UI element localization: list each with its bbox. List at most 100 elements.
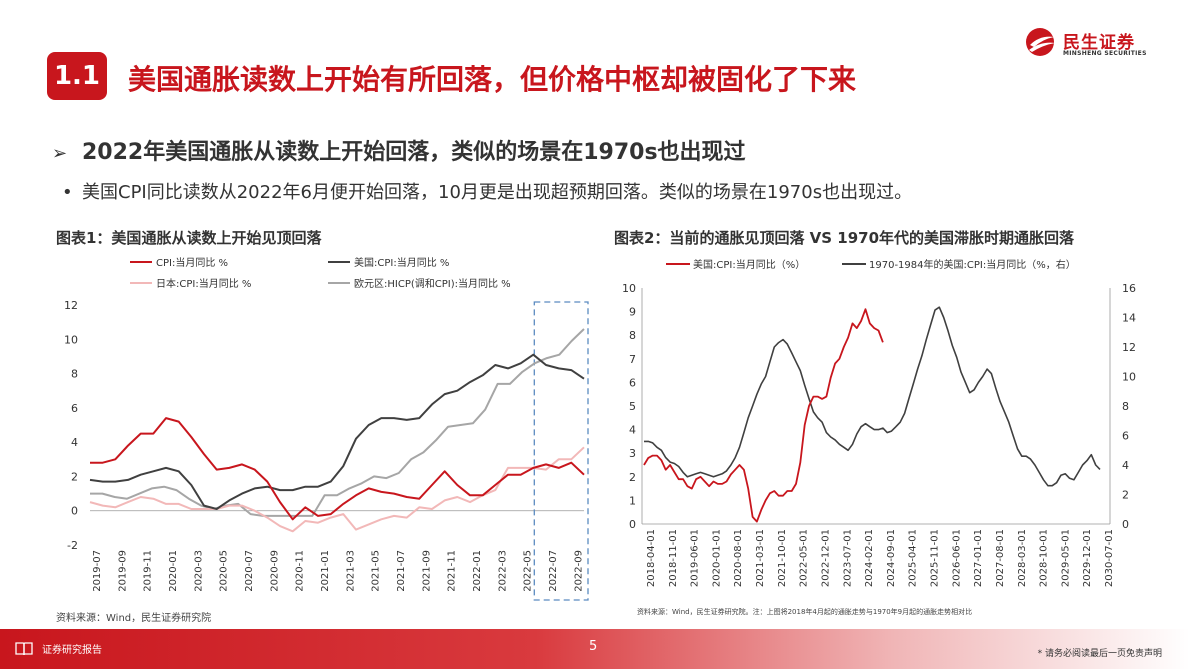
x-tick-label: 2029-12-01 [1082,529,1093,587]
main-bullet-text: 2022年美国通胀从读数上开始回落，类似的场景在1970s也出现过 [82,140,746,165]
series-line-1 [644,306,1101,487]
figure2-title: 图表2：当前的通胀见顶回落 VS 1970年代的美国滞胀时期通胀回落 [614,229,1075,247]
x-tick-label: 2020-03 [193,550,204,592]
x-tick-label: 2018-11-01 [668,529,679,587]
figure1-chart: CPI:当月同比 % 美国:CPI:当月同比 % 日本:CPI:当月同比 % 欧元区:… [64,256,589,601]
y-right-tick-label: 14 [1122,312,1136,325]
x-tick-label: 2022-12-01 [821,529,832,587]
x-tick-label: 2028-10-01 [1039,529,1050,587]
x-tick-label: 2024-09-01 [886,529,897,587]
x-tick-label: 2018-04-01 [646,529,657,587]
x-tick-label: 2022-09 [573,550,584,592]
y-right-tick-label: 12 [1122,341,1136,354]
x-tick-label: 2021-09 [421,550,432,592]
main-bullet: ➢ 2022年美国通胀从读数上开始回落，类似的场景在1970s也出现过 [52,134,746,166]
y-right-tick-label: 8 [1122,400,1129,413]
x-tick-label: 2027-08-01 [995,529,1006,587]
y-tick-label: 4 [71,436,78,449]
book-icon [15,642,33,656]
y-tick-label: 2 [71,470,78,483]
section-number-badge: 1.1 [47,52,107,100]
page-number: 5 [589,639,598,654]
legend-label-2: 日本:CPI:当月同比 % [156,277,251,290]
y-left-tick-label: 10 [622,282,636,295]
y-left-tick-label: 5 [629,400,636,413]
x-tick-label: 2020-01 [168,550,179,592]
x-tick-label: 2021-10-01 [777,529,788,587]
x-tick-label: 2022-03 [497,550,508,592]
y-left-tick-label: 0 [629,518,636,531]
x-tick-label: 2019-11 [143,550,154,592]
x-tick-label: 2021-07 [396,550,407,592]
arrow-bullet-icon: ➢ [52,143,68,164]
logo-chinese-text: 民生证券 [1063,33,1135,53]
x-tick-label: 2021-01 [320,550,331,592]
brand-logo: 民生证券 MINSHENG SECURITIES [1025,25,1160,61]
y-right-tick-label: 0 [1122,518,1129,531]
figure1-source: 资料来源：Wind，民生证券研究院 [56,613,212,624]
x-tick-label: 2025-04-01 [908,529,919,587]
x-tick-label: 2028-03-01 [1017,529,1028,587]
figure2-source: 资料来源：Wind，民生证券研究院。注：上图将2018年4月起的通胀走势与197… [637,608,973,616]
disclaimer-note: * 请务必阅读最后一页免责声明 [1037,649,1162,659]
figure2-chart: 美国:CPI:当月同比（%） 1970-1984年的美国:CPI:当月同比（%，右… [622,258,1136,587]
y-right-tick-label: 10 [1122,371,1136,384]
y-tick-label: 0 [71,505,78,518]
legend-label-1: 1970-1984年的美国:CPI:当月同比（%，右） [869,258,1076,271]
x-tick-label: 2021-03 [345,550,356,592]
highlight-dashed-box [533,301,589,601]
dot-bullet-icon: • [62,182,73,203]
logo-english-text: MINSHENG SECURITIES [1063,50,1147,57]
x-tick-label: 2019-09 [117,550,128,592]
figure1-title: 图表1：美国通胀从读数上开始见顶回落 [56,229,322,247]
x-tick-label: 2019-06-01 [690,529,701,587]
series-line-1 [89,353,585,510]
y-left-tick-label: 3 [629,447,636,460]
series-line-2 [89,446,585,533]
x-tick-label: 2021-05 [371,550,382,592]
legend-label-0: CPI:当月同比 % [156,256,228,269]
y-left-tick-label: 6 [629,376,636,389]
x-tick-label: 2022-05-01 [799,529,810,587]
y-right-tick-label: 6 [1122,430,1129,443]
y-right-tick-label: 16 [1122,282,1136,295]
x-tick-label: 2020-09 [269,550,280,592]
y-tick-label: 6 [71,402,78,415]
x-tick-label: 2025-11-01 [930,529,941,587]
x-tick-label: 2019-07 [92,550,103,592]
y-right-tick-label: 4 [1122,459,1129,472]
x-tick-label: 2022-07 [548,550,559,592]
y-tick-label: 10 [64,333,78,346]
series-line-0 [643,308,884,523]
y-right-tick-label: 2 [1122,489,1129,502]
footer-bar: 证券研究报告 5 * 请务必阅读最后一页免责声明 [0,629,1190,669]
footer-report-label: 证券研究报告 [42,645,102,656]
x-tick-label: 2021-11 [447,550,458,592]
x-tick-label: 2030-07-01 [1104,529,1115,587]
x-tick-label: 2029-05-01 [1060,529,1071,587]
y-left-tick-label: 2 [629,471,636,484]
x-tick-label: 2024-02-01 [864,529,875,587]
x-tick-label: 2020-01-01 [711,529,722,587]
sub-bullet: • 美国CPI同比读数从2022年6月便开始回落，10月更是出现超预期回落。类似的… [62,178,912,204]
y-left-tick-label: 4 [629,424,636,437]
sub-bullet-text: 美国CPI同比读数从2022年6月便开始回落，10月更是出现超预期回落。类似的场… [82,182,913,203]
y-tick-label: 12 [64,299,78,312]
series-line-3 [90,328,585,517]
x-tick-label: 2021-03-01 [755,529,766,587]
page-title: 美国通胀读数上开始有所回落，但价格中枢却被固化了下来 [128,63,857,96]
y-left-tick-label: 1 [629,494,636,507]
y-left-tick-label: 7 [629,353,636,366]
y-tick-label: 8 [71,368,78,381]
x-tick-label: 2027-01-01 [973,529,984,587]
y-left-tick-label: 9 [629,306,636,319]
y-tick-label: -2 [67,539,78,552]
x-tick-label: 2020-11 [295,550,306,592]
legend-label-1: 美国:CPI:当月同比 % [354,256,449,269]
x-tick-label: 2020-05 [219,550,230,592]
legend-label-0: 美国:CPI:当月同比（%） [693,258,805,271]
x-tick-label: 2022-05 [523,550,534,592]
x-tick-label: 2023-07-01 [842,529,853,587]
minsheng-logo-icon [1026,28,1055,56]
x-tick-label: 2020-08-01 [733,529,744,587]
